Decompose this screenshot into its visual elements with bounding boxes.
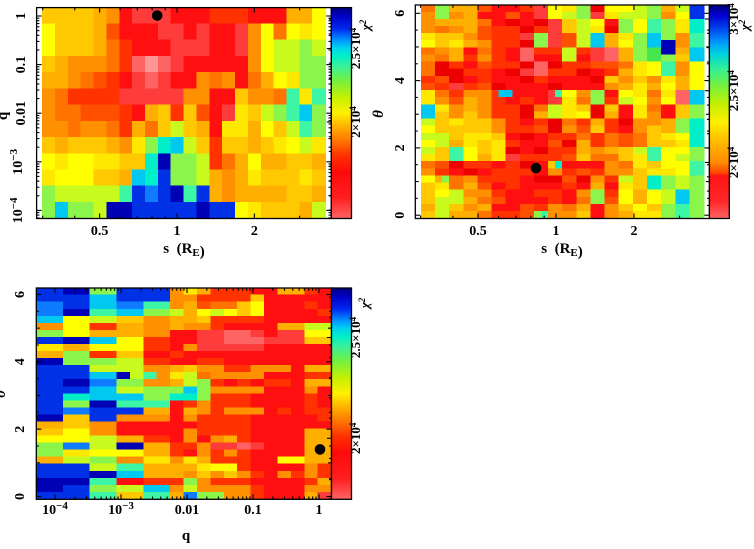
svg-text:θ: θ: [0, 390, 9, 398]
svg-text:0.5: 0.5: [469, 224, 487, 239]
svg-text:1: 1: [174, 224, 181, 239]
svg-text:0.1: 0.1: [14, 56, 29, 74]
svg-text:2×104: 2×104: [348, 106, 363, 138]
svg-text:0.5: 0.5: [91, 224, 109, 239]
svg-text:2×104: 2×104: [348, 422, 363, 454]
svg-text:4: 4: [393, 77, 408, 84]
svg-text:2.5×104: 2.5×104: [348, 27, 363, 69]
svg-text:2: 2: [13, 426, 28, 433]
svg-text:0.01: 0.01: [175, 503, 200, 518]
svg-text:q: q: [182, 528, 191, 544]
svg-text:0: 0: [393, 212, 408, 219]
svg-text:6: 6: [393, 10, 408, 17]
svg-text:2: 2: [251, 224, 258, 239]
svg-text:3×104: 3×104: [726, 3, 741, 35]
svg-text:2: 2: [630, 224, 637, 239]
svg-text:2.5×104: 2.5×104: [348, 316, 363, 358]
svg-text:q: q: [0, 111, 11, 120]
svg-text:2.5×104: 2.5×104: [726, 70, 741, 112]
svg-text:1: 1: [553, 224, 560, 239]
svg-text:6: 6: [13, 291, 28, 298]
svg-text:θ: θ: [371, 110, 387, 118]
svg-text:1: 1: [316, 503, 323, 518]
svg-text:1: 1: [14, 13, 29, 20]
svg-text:0.01: 0.01: [14, 101, 29, 126]
svg-text:4: 4: [13, 358, 28, 365]
svg-text:2: 2: [393, 144, 408, 151]
svg-text:0.1: 0.1: [244, 503, 262, 518]
svg-text:0: 0: [13, 493, 28, 500]
svg-text:2×104: 2×104: [726, 146, 741, 178]
